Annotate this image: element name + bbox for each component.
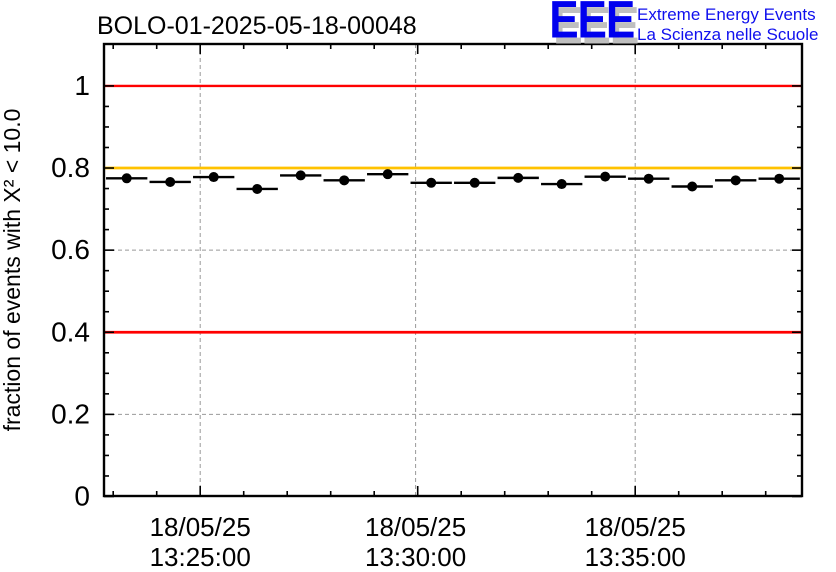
svg-text:18/05/25: 18/05/25 [585,512,686,542]
svg-text:13:30:00: 13:30:00 [365,542,466,572]
svg-text:BOLO-01-2025-05-18-00048: BOLO-01-2025-05-18-00048 [97,12,417,40]
svg-text:0.6: 0.6 [51,234,90,265]
svg-text:1: 1 [74,70,90,101]
svg-text:0: 0 [74,481,90,512]
svg-text:Extreme Energy Events: Extreme Energy Events [637,5,816,24]
svg-text:13:35:00: 13:35:00 [585,542,686,572]
svg-text:18/05/25: 18/05/25 [365,512,466,542]
svg-text:0.4: 0.4 [51,316,90,347]
svg-text:fraction of events with X² < 1: fraction of events with X² < 10.0 [0,109,25,432]
svg-text:13:25:00: 13:25:00 [150,542,251,572]
svg-text:La Scienza nelle Scuole: La Scienza nelle Scuole [637,25,818,44]
svg-text:EEE: EEE [549,0,634,49]
svg-text:0.2: 0.2 [51,398,90,429]
svg-text:18/05/25: 18/05/25 [150,512,251,542]
svg-text:0.8: 0.8 [51,152,90,183]
